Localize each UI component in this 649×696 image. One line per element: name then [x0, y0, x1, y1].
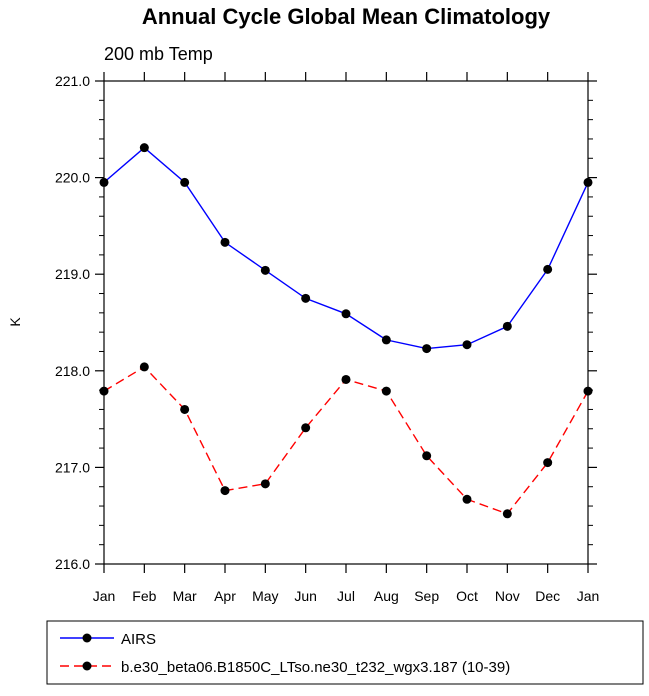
series-layer — [99, 143, 593, 519]
data-point — [99, 386, 109, 396]
data-point — [139, 362, 149, 372]
y-tick-label: 216.0 — [55, 556, 90, 572]
data-point — [220, 237, 230, 247]
data-point — [99, 177, 109, 187]
data-point — [180, 177, 190, 187]
data-point — [422, 451, 432, 461]
data-point — [502, 509, 512, 519]
y-tick-label: 218.0 — [55, 363, 90, 379]
data-point — [543, 264, 553, 274]
axes: 216.0 217.0 218.0 219.0 220.0 221.0 Jan Feb Mar A… — [55, 72, 599, 604]
chart-subtitle: 200 mb Temp — [104, 44, 213, 64]
legend-label-1: b.e30_beta06.B1850C_LTso.ne30_t232_wgx3.… — [121, 659, 510, 676]
data-point — [462, 340, 472, 350]
data-point — [260, 265, 270, 275]
data-point — [341, 309, 351, 319]
x-tick-label: Mar — [173, 588, 197, 604]
data-point — [422, 344, 432, 354]
x-tick-label: Jul — [337, 588, 355, 604]
data-point — [180, 404, 190, 414]
plot-frame — [103, 80, 589, 565]
y-tick-label: 219.0 — [55, 266, 90, 282]
y-tick-label: 221.0 — [55, 73, 90, 89]
legend-marker-0 — [82, 633, 92, 643]
legend: AIRS b.e30_beta06.B1850C_LTso.ne30_t232_w… — [46, 620, 644, 685]
data-point — [301, 423, 311, 433]
data-point — [220, 486, 230, 496]
x-tick-label: Feb — [132, 588, 156, 604]
data-point — [139, 143, 149, 153]
legend-marker-1 — [82, 661, 92, 671]
data-point — [462, 494, 472, 504]
x-tick-label: Nov — [495, 588, 520, 604]
legend-label-0: AIRS — [121, 631, 156, 648]
x-tick-label: May — [252, 588, 278, 604]
x-tick-label: Aug — [374, 588, 399, 604]
series-line-0 — [103, 146, 589, 350]
data-point — [583, 177, 593, 187]
x-tick-label: Sep — [414, 588, 439, 604]
data-point — [301, 293, 311, 303]
data-point — [502, 321, 512, 331]
data-point — [341, 374, 351, 384]
data-point — [543, 458, 553, 468]
series-line-1 — [103, 366, 589, 515]
data-point — [583, 386, 593, 396]
x-tick-label: Dec — [535, 588, 560, 604]
x-tick-label: Jun — [294, 588, 317, 604]
x-tick-label: Jan — [93, 588, 116, 604]
y-axis-label: K — [7, 317, 23, 327]
data-point — [381, 335, 391, 345]
x-tick-label: Jan — [577, 588, 600, 604]
data-point — [260, 479, 270, 489]
legend-box — [46, 620, 644, 685]
x-tick-label: Oct — [456, 588, 478, 604]
x-tick-label: Apr — [214, 588, 236, 604]
y-tick-label: 217.0 — [55, 459, 90, 475]
data-point — [381, 386, 391, 396]
chart-title: Annual Cycle Global Mean Climatology — [142, 4, 551, 29]
y-tick-label: 220.0 — [55, 170, 90, 186]
